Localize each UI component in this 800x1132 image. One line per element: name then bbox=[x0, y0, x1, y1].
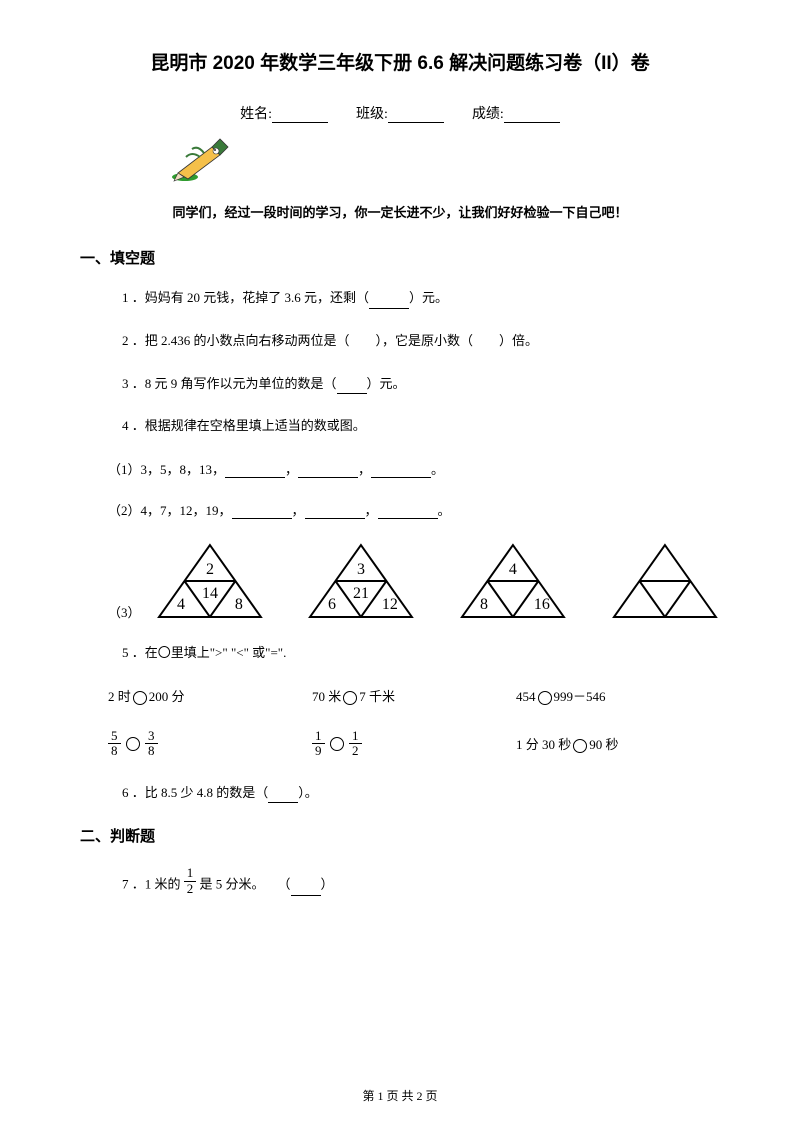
page-title: 昆明市 2020 年数学三年级下册 6.6 解决问题练习卷（II）卷 bbox=[80, 48, 720, 75]
q5-row-1: 2 时200 分 70 米7 千米 454999－546 bbox=[108, 686, 720, 705]
svg-text:8: 8 bbox=[480, 596, 488, 613]
question-4-1: （1）3，5，8，13，，，。 bbox=[108, 459, 720, 478]
q3-blank[interactable] bbox=[337, 381, 367, 394]
compare-circle[interactable] bbox=[573, 739, 587, 753]
q6-blank[interactable] bbox=[268, 790, 298, 803]
q1-blank[interactable] bbox=[369, 296, 409, 309]
triangle-1: 2 4 14 8 bbox=[155, 541, 265, 621]
svg-text:3: 3 bbox=[357, 561, 365, 578]
q4-3-label: （3） bbox=[108, 602, 141, 621]
score-blank[interactable] bbox=[504, 109, 560, 123]
question-1: 1 ．妈妈有 20 元钱，花掉了 3.6 元，还剩（）元。 bbox=[122, 288, 720, 309]
q4-1-blank-1[interactable] bbox=[225, 465, 285, 478]
svg-text:6: 6 bbox=[328, 596, 336, 613]
name-blank[interactable] bbox=[272, 109, 328, 123]
section-2-title: 二、判断题 bbox=[80, 825, 720, 846]
compare-circle[interactable] bbox=[133, 691, 147, 705]
svg-text:2: 2 bbox=[205, 561, 213, 578]
q4-1-blank-3[interactable] bbox=[371, 465, 431, 478]
svg-text:8: 8 bbox=[234, 596, 242, 613]
score-label: 成绩: bbox=[472, 107, 504, 122]
question-3: 3 ．8 元 9 角写作以元为单位的数是（）元。 bbox=[122, 374, 720, 395]
page-footer: 第 1 页 共 2 页 bbox=[0, 1087, 800, 1104]
svg-text:14: 14 bbox=[201, 585, 217, 602]
class-label: 班级: bbox=[356, 107, 388, 122]
compare-circle[interactable] bbox=[343, 691, 357, 705]
question-2: 2 ．把 2.436 的小数点向右移动两位是（ ），它是原小数（ ）倍。 bbox=[122, 331, 720, 352]
class-blank[interactable] bbox=[388, 109, 444, 123]
compare-circle[interactable] bbox=[538, 691, 552, 705]
question-4-2: （2）4，7，12，19，，，。 bbox=[108, 500, 720, 519]
student-info-line: 姓名: 班级: 成绩: bbox=[80, 103, 720, 123]
question-6: 6 ．比 8.5 少 4.8 的数是（）。 bbox=[122, 783, 720, 804]
q4-2-blank-3[interactable] bbox=[378, 506, 438, 519]
svg-text:4: 4 bbox=[176, 596, 184, 613]
svg-text:16: 16 bbox=[534, 596, 550, 613]
svg-text:21: 21 bbox=[353, 585, 369, 602]
q4-1-blank-2[interactable] bbox=[298, 465, 358, 478]
encourage-text: 同学们，经过一段时间的学习，你一定长进不少，让我们好好检验一下自己吧！ bbox=[80, 202, 720, 221]
section-1-title: 一、填空题 bbox=[80, 247, 720, 268]
q4-2-blank-2[interactable] bbox=[305, 506, 365, 519]
pencil-icon bbox=[170, 135, 720, 188]
name-label: 姓名: bbox=[240, 107, 272, 122]
triangles-row: （3） 2 4 14 8 3 6 21 12 4 8 16 bbox=[108, 541, 720, 621]
svg-text:4: 4 bbox=[509, 561, 517, 578]
q5-row-2: 58 38 19 12 1 分 30 秒90 秒 bbox=[108, 729, 720, 759]
q7-blank[interactable] bbox=[291, 883, 321, 896]
triangle-4 bbox=[610, 541, 720, 621]
triangle-2: 3 6 21 12 bbox=[306, 541, 416, 621]
compare-circle[interactable] bbox=[330, 737, 344, 751]
question-5: 5 ．在〇里填上">" "<" 或"=". bbox=[122, 643, 720, 664]
q4-2-blank-1[interactable] bbox=[232, 506, 292, 519]
question-7: 7 ．1 米的 12 是 5 分米。 （） bbox=[122, 866, 720, 896]
question-4: 4 ．根据规律在空格里填上适当的数或图。 bbox=[122, 416, 720, 437]
triangle-3: 4 8 16 bbox=[458, 541, 568, 621]
compare-circle[interactable] bbox=[126, 737, 140, 751]
svg-text:12: 12 bbox=[382, 596, 398, 613]
